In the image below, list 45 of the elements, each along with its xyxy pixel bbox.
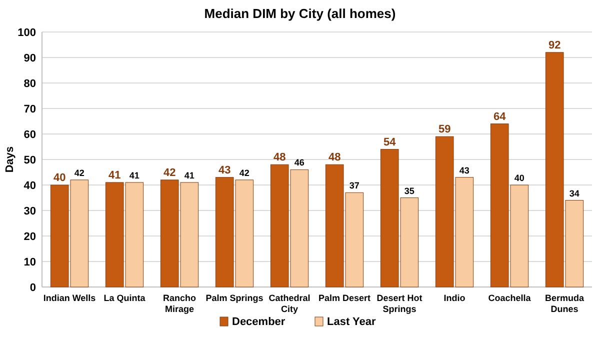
- x-tick-label: Desert Hot Springs: [376, 293, 422, 314]
- data-label: 41: [184, 170, 194, 180]
- y-tick-label: 10: [24, 256, 36, 268]
- y-tick-label: 100: [18, 27, 36, 39]
- x-tick-label: Coachella: [488, 293, 532, 303]
- x-tick-label: Cathedral City: [268, 293, 310, 314]
- y-tick-label: 60: [24, 129, 36, 141]
- x-tick-label: Bermuda Dunes: [544, 293, 585, 314]
- data-label: 43: [459, 165, 470, 176]
- data-label: 34: [569, 188, 580, 198]
- data-label: 42: [239, 168, 250, 178]
- y-tick-label: 90: [24, 52, 36, 64]
- y-tick-label: 30: [24, 206, 36, 218]
- data-label: 42: [74, 168, 84, 178]
- x-tick-label: Indio: [444, 293, 466, 303]
- x-tick-label: Rancho Mirage: [162, 293, 196, 314]
- data-label: 64: [493, 110, 507, 123]
- legend-label: Last Year: [327, 316, 376, 328]
- y-tick-label: 50: [24, 154, 36, 166]
- data-label: 43: [218, 164, 231, 176]
- chart-title: Median DIM by City (all homes): [204, 6, 396, 21]
- y-tick-label: 20: [24, 231, 36, 243]
- y-tick-label: 70: [24, 104, 36, 116]
- y-tick-label: 0: [30, 282, 36, 294]
- data-label: 41: [108, 169, 121, 182]
- data-label: 41: [129, 170, 140, 180]
- data-label: 37: [349, 180, 360, 191]
- y-tick-label: 80: [24, 78, 36, 90]
- x-tick-label: La Quinta: [104, 293, 146, 303]
- data-label: 40: [514, 173, 524, 183]
- data-label: 40: [53, 172, 66, 184]
- legend-label: December: [232, 316, 286, 328]
- x-tick-label: Indian Wells: [43, 293, 96, 303]
- data-label: 35: [404, 186, 414, 196]
- data-label: 59: [438, 124, 451, 136]
- data-label: 92: [548, 39, 561, 52]
- data-label: 48: [328, 152, 341, 164]
- x-tick-label: Palm Springs: [206, 293, 264, 303]
- data-label: 54: [383, 136, 397, 148]
- x-tick-label: Palm Desert: [318, 293, 371, 303]
- data-label: 42: [163, 166, 176, 179]
- y-tick-label: 40: [24, 180, 36, 192]
- data-label: 48: [273, 152, 286, 164]
- data-label: 46: [294, 158, 304, 168]
- y-axis-title: Days: [4, 146, 16, 173]
